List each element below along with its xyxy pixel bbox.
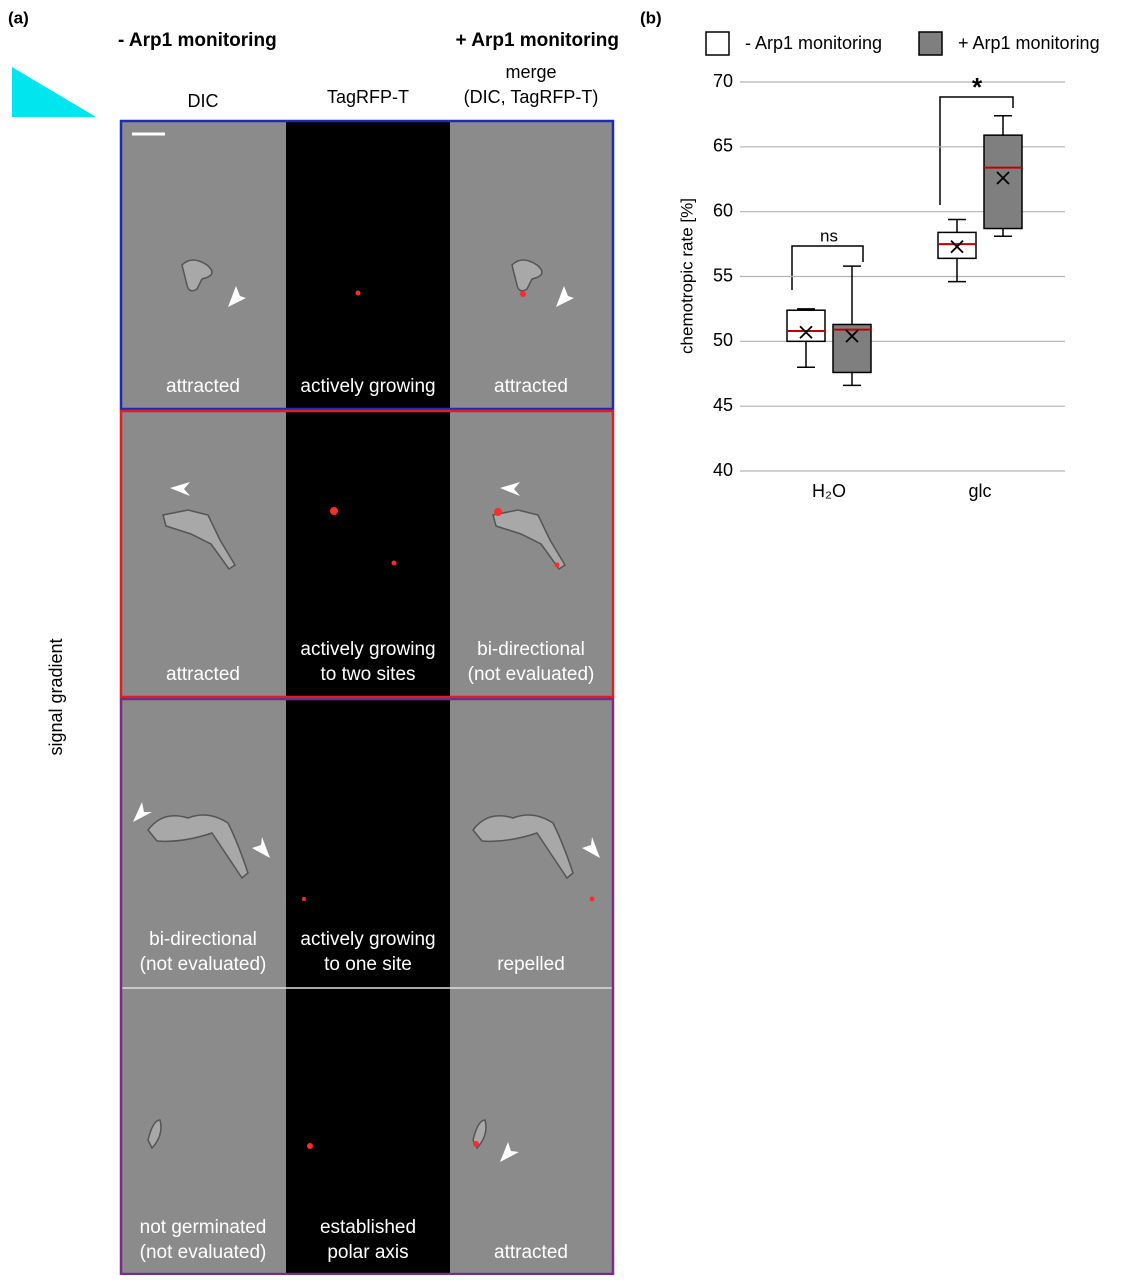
caption: bi-directional bbox=[477, 639, 585, 660]
column-header: merge bbox=[505, 62, 556, 82]
caption: (not evaluated) bbox=[140, 1242, 267, 1263]
column-header: (DIC, TagRFP-T) bbox=[464, 87, 599, 107]
header-minus: - Arp1 monitoring bbox=[118, 30, 277, 51]
legend-label: + Arp1 monitoring bbox=[958, 33, 1100, 53]
box bbox=[984, 135, 1022, 228]
caption: bi-directional bbox=[149, 929, 257, 950]
caption: actively growing bbox=[300, 376, 435, 397]
brackets bbox=[792, 97, 1013, 290]
side-label: signal gradient bbox=[46, 638, 66, 755]
y-tick-label: 50 bbox=[713, 330, 733, 350]
x-tick-label: H₂O bbox=[812, 481, 846, 501]
column-header: DIC bbox=[188, 91, 219, 111]
figure: (a) - Arp1 monitoring + Arp1 monitoring … bbox=[0, 0, 1124, 1275]
legend-swatch bbox=[706, 32, 729, 55]
caption: actively growing bbox=[300, 929, 435, 950]
legend-label: - Arp1 monitoring bbox=[745, 33, 882, 53]
micrographs bbox=[120, 120, 614, 1275]
caption: to two sites bbox=[320, 664, 415, 685]
caption: repelled bbox=[497, 954, 565, 975]
caption: not germinated bbox=[140, 1217, 267, 1238]
box bbox=[938, 232, 976, 258]
caption: attracted bbox=[166, 664, 240, 685]
legend-swatch bbox=[919, 32, 942, 55]
caption: polar axis bbox=[327, 1242, 408, 1263]
caption: attracted bbox=[494, 1242, 568, 1263]
box bbox=[833, 324, 871, 372]
y-tick-label: 65 bbox=[713, 136, 733, 156]
caption: attracted bbox=[166, 376, 240, 397]
annotation: ns bbox=[820, 226, 838, 245]
x-tick-label: glc bbox=[968, 481, 991, 501]
y-tick-label: 60 bbox=[713, 200, 733, 220]
y-axis-label: chemotropic rate [%] bbox=[677, 198, 696, 354]
caption: to one site bbox=[324, 954, 412, 975]
y-tick-label: 45 bbox=[713, 395, 733, 415]
y-tick-label: 40 bbox=[713, 460, 733, 480]
column-header: TagRFP-T bbox=[327, 87, 409, 107]
caption: established bbox=[320, 1217, 416, 1238]
panel-label: (b) bbox=[640, 8, 662, 27]
header-plus: + Arp1 monitoring bbox=[456, 30, 619, 51]
y-tick-label: 55 bbox=[713, 265, 733, 285]
caption: actively growing bbox=[300, 639, 435, 660]
caption: attracted bbox=[494, 376, 568, 397]
panel-label: (a) bbox=[8, 8, 29, 27]
caption: (not evaluated) bbox=[140, 954, 267, 975]
gradient-triangle bbox=[12, 67, 96, 117]
caption: (not evaluated) bbox=[468, 664, 595, 685]
y-tick-label: 70 bbox=[713, 71, 733, 91]
annotation: * bbox=[972, 72, 983, 102]
box bbox=[787, 310, 825, 341]
